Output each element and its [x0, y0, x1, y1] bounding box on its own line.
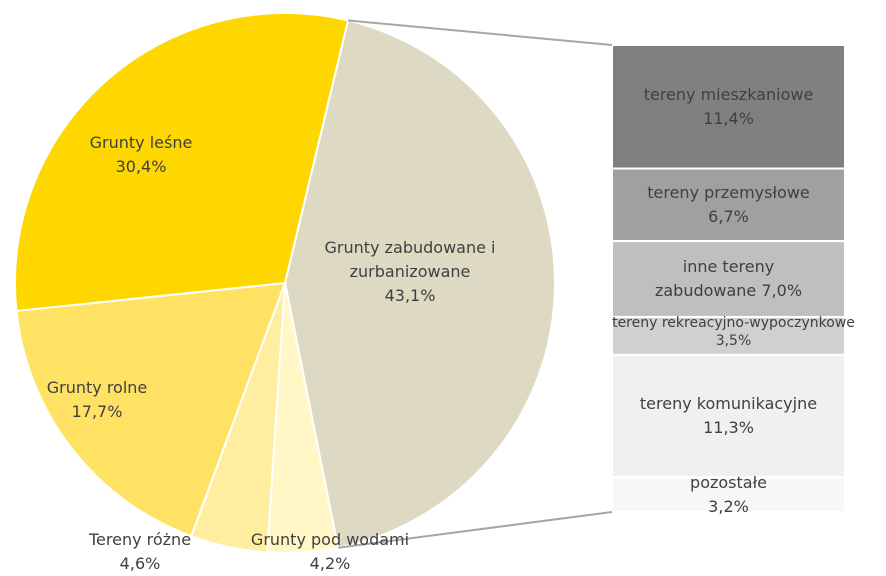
label-value: 7,0% [761, 281, 803, 301]
pie-slice [15, 281, 287, 538]
bar-label: tereny przemysłowe 6,7% [619, 181, 839, 229]
pie-label: Grunty rolne 17,7% [27, 376, 167, 424]
label-value: 30,4% [115, 157, 167, 176]
label-value: 3,2% [708, 496, 749, 516]
bar-segment [611, 44, 846, 170]
label-name: Grunty pod wodami [250, 530, 410, 549]
label-value: 4,2% [309, 554, 351, 573]
label-value: 11,4% [703, 108, 754, 128]
pie-slice [14, 12, 350, 313]
bar-label: tereny rekreacyjno-wypoczynkowe 3,5% [612, 314, 855, 350]
label-value: 3,5% [715, 332, 752, 349]
bar-label: tereny mieszkaniowe 11,4% [619, 83, 839, 131]
bar-segment [611, 353, 846, 479]
label-name: Grunty zabudowane i zurbanizowane [324, 238, 496, 281]
pie-label: Grunty leśne 30,4% [71, 131, 211, 179]
bar-segment [611, 476, 846, 514]
label-value: 17,7% [71, 402, 123, 421]
label-name: Grunty leśne [89, 133, 193, 152]
pie-label: Grunty pod wodami 4,2% [230, 528, 430, 576]
pie-label: Grunty zabudowane i zurbanizowane 43,1% [310, 236, 510, 308]
label-value: 4,6% [119, 554, 161, 573]
label-name: tereny komunikacyjne [639, 394, 818, 414]
label-value: 43,1% [384, 286, 436, 305]
label-name: inne tereny zabudowane [654, 257, 775, 301]
label-name: pozostałe [690, 472, 767, 492]
connector [337, 511, 613, 549]
label-name: tereny mieszkaniowe [643, 84, 814, 104]
bar-label: tereny komunikacyjne 11,3% [619, 392, 839, 440]
pie-slice [283, 19, 556, 549]
label-name: tereny rekreacyjno-wypoczynkowe [612, 314, 855, 331]
pie-label: Tereny różne 4,6% [80, 528, 200, 576]
label-value: 6,7% [708, 206, 749, 226]
connector [347, 19, 613, 46]
label-value: 11,3% [703, 418, 754, 438]
bar-label: inne tereny zabudowane 7,0% [654, 255, 804, 303]
label-name: Tereny różne [88, 530, 192, 549]
label-name: tereny przemysłowe [647, 182, 810, 202]
bar-label: pozostałe 3,2% [619, 471, 839, 519]
label-name: Grunty rolne [46, 378, 148, 397]
